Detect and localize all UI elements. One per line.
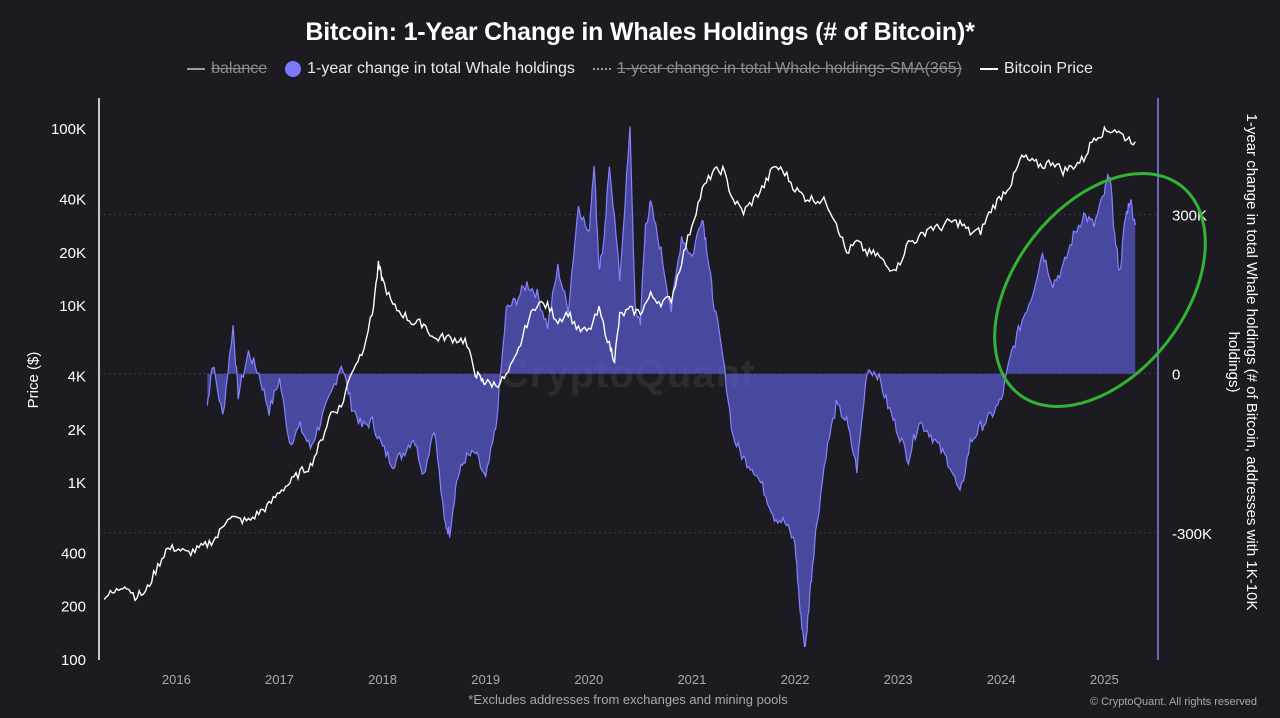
left-tick-label: 200 (61, 599, 86, 616)
left-tick-label: 10K (59, 298, 86, 315)
right-tick-label: 0 (1172, 367, 1180, 384)
legend-item-sma[interactable]: 1-year change in total Whale holdings-SM… (592, 60, 962, 78)
left-tick-label: 40K (59, 192, 86, 209)
legend-label: balance (211, 60, 268, 77)
x-tick-label: 2023 (884, 672, 913, 687)
left-tick-label: 4K (68, 369, 86, 386)
footnote: *Excludes addresses from exchanges and m… (468, 692, 788, 707)
highlight-ellipse (993, 172, 1207, 408)
left-tick-label: 2K (68, 422, 86, 439)
x-tick-label: 2024 (987, 672, 1016, 687)
whale-change-area (207, 126, 1136, 647)
x-tick-label: 2018 (368, 672, 397, 687)
left-tick-label: 100K (51, 121, 86, 138)
legend-item-whale-change[interactable]: 1-year change in total Whale holdings (285, 60, 575, 78)
x-tick-label: 2019 (471, 672, 500, 687)
x-tick-label: 2022 (781, 672, 810, 687)
legend-item-bitcoin-price[interactable]: Bitcoin Price (979, 60, 1093, 78)
circle-swatch-icon (285, 61, 302, 77)
right-tick-label: 300K (1172, 208, 1207, 225)
x-tick-label: 2020 (574, 672, 603, 687)
line-swatch-icon (979, 68, 998, 70)
chart-title: Bitcoin: 1-Year Change in Whales Holding… (305, 18, 975, 46)
dotted-line-swatch-icon (592, 68, 611, 70)
whale-change-line (206, 126, 1136, 648)
line-swatch-icon (187, 68, 206, 70)
right-axis-title-cont: holdings) (1225, 332, 1242, 393)
legend-item-balance[interactable]: balance (187, 60, 267, 78)
right-tick-label: -300K (1172, 526, 1212, 543)
x-tick-label: 2017 (265, 672, 294, 687)
left-tick-label: 100 (61, 652, 86, 669)
bitcoin-price-line (103, 125, 1136, 602)
chart-legend: balance 1-year change in total Whale hol… (0, 60, 1280, 78)
left-tick-label: 20K (59, 245, 86, 262)
legend-label: 1-year change in total Whale holdings (307, 60, 575, 77)
x-tick-label: 2021 (677, 672, 706, 687)
right-axis-title: 1-year change in total Whale holdings (#… (1243, 114, 1260, 611)
x-tick-label: 2016 (162, 672, 191, 687)
x-tick-label: 2025 (1090, 672, 1119, 687)
left-tick-label: 1K (68, 475, 86, 492)
legend-label: 1-year change in total Whale holdings-SM… (616, 60, 962, 77)
copyright: © CryptoQuant. All rights reserved (1089, 696, 1257, 708)
legend-label: Bitcoin Price (1003, 60, 1093, 77)
left-axis-title: Price ($) (25, 352, 42, 409)
left-tick-label: 400 (61, 545, 86, 562)
